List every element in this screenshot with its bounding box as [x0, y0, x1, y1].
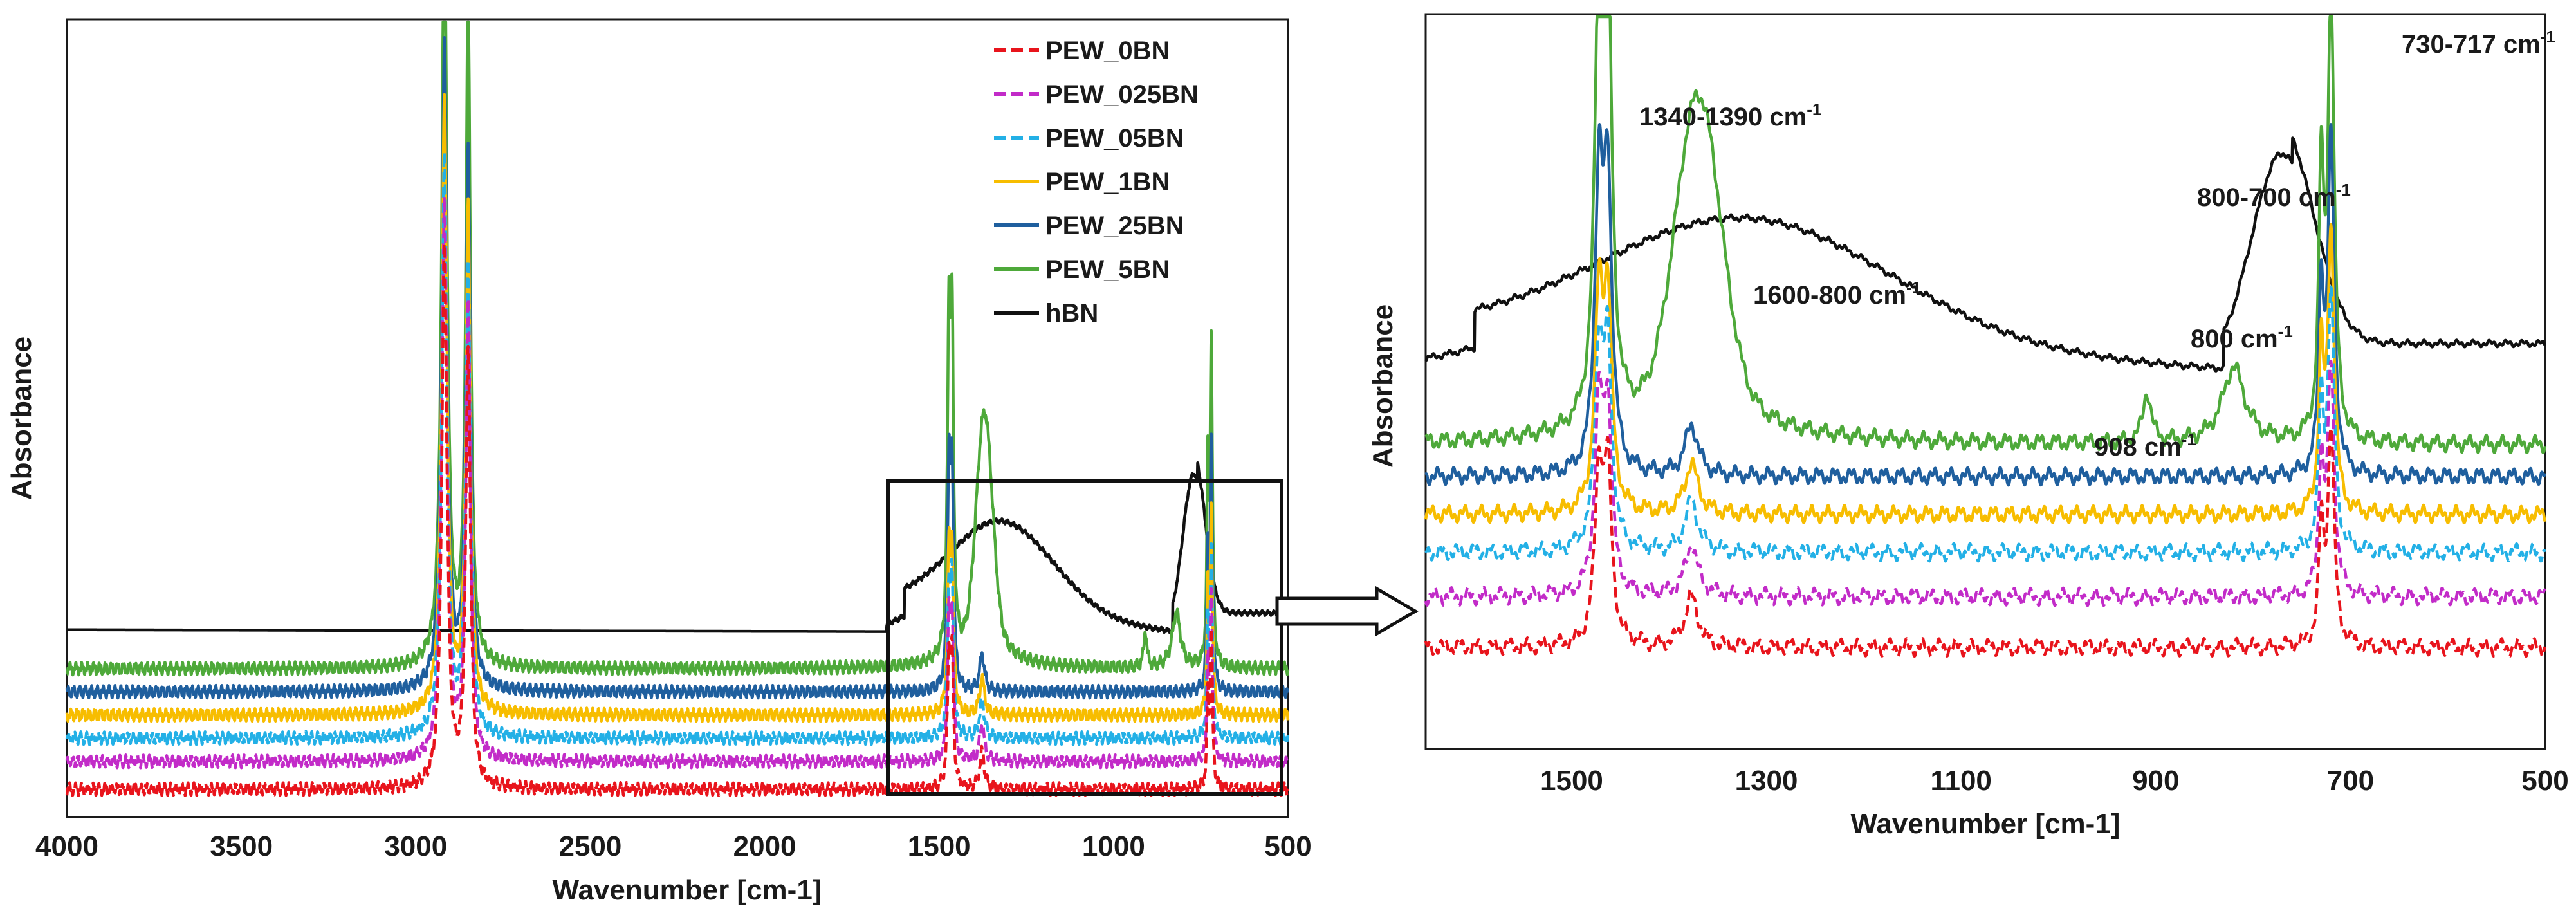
annotation-730-717: 730-717 cm-1 — [2402, 27, 2555, 59]
right-x-ticks: 1500 1300 1100 900 700 500 — [1540, 765, 2569, 797]
right-series-pew-0bn-line — [1424, 427, 2547, 658]
zoom-arrow-icon — [1275, 586, 1419, 637]
right-x-tick-label: 1100 — [1930, 765, 1991, 797]
left-chart: 4000 3500 3000 2500 2000 1500 1000 500 Absorban… — [6, 18, 1312, 906]
right-series-group — [1424, 15, 2547, 658]
left-plot-frame — [66, 18, 1289, 818]
legend-item: PEW_5BN — [994, 255, 1170, 284]
legend-item: PEW_25BN — [994, 212, 1184, 240]
right-x-tick-label: 1300 — [1735, 765, 1798, 797]
legend-label-pew-0bn: PEW_0BN — [1045, 37, 1170, 65]
right-series-pew-05bn-line — [1424, 285, 2547, 563]
left-x-tick-label: 1000 — [1082, 831, 1145, 862]
legend-label-pew-05bn: PEW_05BN — [1045, 124, 1184, 152]
legend: PEW_0BN PEW_025BN PEW_05BN PEW_1BN PEW_2… — [994, 37, 1199, 327]
right-x-tick-label: 900 — [2132, 765, 2179, 797]
left-x-axis-title: Wavenumber [cm-1] — [553, 874, 822, 906]
right-x-tick-label: 500 — [2521, 765, 2568, 797]
right-x-tick-label: 700 — [2327, 765, 2374, 797]
right-series-pew-025bn-line — [1424, 359, 2546, 607]
left-series-pew-05bn-line — [65, 151, 1290, 746]
legend-label-pew-5bn: PEW_5BN — [1045, 255, 1170, 284]
left-series-pew-1bn-line — [65, 93, 1290, 723]
right-y-axis-title: Absorbance — [1367, 304, 1399, 468]
right-series-pew-1bn-line — [1424, 223, 2547, 525]
annotation-908: 908 cm-1 — [2094, 430, 2196, 461]
right-series-pew-5bn-line — [1424, 15, 2547, 455]
right-series-pew-25bn-line — [1424, 123, 2547, 487]
left-series-pew-0bn-line — [65, 242, 1290, 797]
left-series-group — [65, 20, 1290, 797]
left-x-ticks: 4000 3500 3000 2500 2000 1500 1000 500 — [35, 831, 1312, 862]
left-x-tick-label: 3500 — [210, 831, 273, 862]
left-x-tick-label: 2000 — [733, 831, 796, 862]
legend-label-hbn: hBN — [1045, 299, 1098, 327]
left-x-tick-label: 4000 — [35, 831, 98, 862]
legend-item: PEW_05BN — [994, 124, 1184, 152]
left-series-pew-025bn-line — [65, 195, 1289, 770]
left-x-tick-label: 2500 — [558, 831, 621, 862]
legend-label-pew-025bn: PEW_025BN — [1045, 80, 1199, 109]
legend-item: PEW_0BN — [994, 37, 1170, 65]
right-chart: 1500 1300 1100 900 700 500 Absorbance Wavenum… — [1367, 13, 2569, 840]
left-series-hbn-line — [66, 461, 1290, 635]
right-x-tick-label: 1500 — [1540, 765, 1603, 797]
legend-label-pew-1bn: PEW_1BN — [1045, 168, 1170, 196]
annotation-800-700: 800-700 cm-1 — [2197, 180, 2351, 212]
left-series-pew-25bn-line — [65, 35, 1290, 700]
annotation-1600-800: 1600-800 cm-1 — [1753, 278, 1921, 309]
legend-label-pew-25bn: PEW_25BN — [1045, 212, 1184, 240]
zoom-region-box — [886, 479, 1283, 796]
legend-item: PEW_1BN — [994, 168, 1170, 196]
annotation-1340-1390: 1340-1390 cm-1 — [1639, 100, 1821, 131]
right-x-axis-title: Wavenumber [cm-1] — [1851, 808, 2121, 840]
left-y-axis-title: Absorbance — [6, 337, 37, 500]
left-x-tick-label: 1500 — [908, 831, 971, 862]
legend-item: hBN — [994, 299, 1098, 327]
left-x-tick-label: 500 — [1264, 831, 1311, 862]
legend-item: PEW_025BN — [994, 80, 1199, 109]
annotation-800: 800 cm-1 — [2191, 322, 2293, 353]
left-series-pew-5bn-line — [66, 20, 1290, 677]
left-x-tick-label: 3000 — [384, 831, 447, 862]
